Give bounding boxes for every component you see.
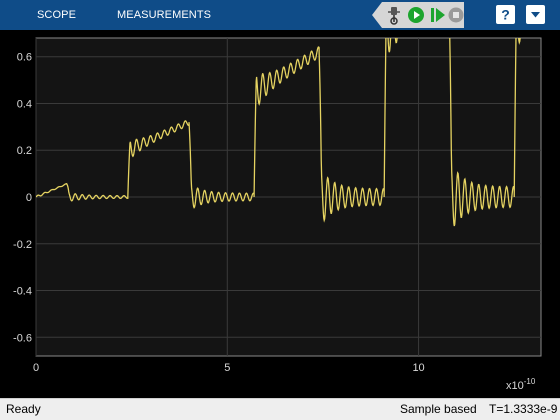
simulation-controls <box>382 2 464 28</box>
toolstrip: SCOPE MEASUREMENTS <box>0 0 560 30</box>
y-tick-label: 0.4 <box>17 98 32 110</box>
x-exponent-base: x10 <box>506 380 524 392</box>
x-tick-label: 0 <box>33 362 39 374</box>
signal-trace <box>36 38 521 227</box>
x-tick-label: 10 <box>412 362 424 374</box>
scope-display: 0.6 0.4 0.2 0 -0.2 -0.4 -0.6 0 5 10 x10-10 <box>0 30 560 398</box>
status-mode: Sample based <box>400 402 477 416</box>
help-icon[interactable]: ? <box>496 5 515 24</box>
scope-axes: 0.6 0.4 0.2 0 -0.2 -0.4 -0.6 0 5 10 x10-10 <box>13 37 542 392</box>
step-forward-icon[interactable] <box>428 4 448 26</box>
highlight-signal-icon[interactable] <box>384 4 404 26</box>
y-tick-label: 0.6 <box>17 52 32 64</box>
status-time: T=1.3333e-9 <box>489 402 558 416</box>
x-tick-labels: 0 5 10 <box>33 362 425 374</box>
status-bar: Ready Sample based T=1.3333e-9 <box>0 398 560 420</box>
y-tick-label: 0 <box>26 192 32 204</box>
run-icon[interactable] <box>406 4 426 26</box>
y-tick-label: 0.2 <box>17 145 32 157</box>
x-tick-label: 5 <box>224 362 230 374</box>
toolbar-panel-arrow <box>372 2 382 28</box>
stop-icon[interactable] <box>446 4 466 26</box>
y-tick-label: -0.6 <box>13 332 32 344</box>
y-tick-label: -0.2 <box>13 239 32 251</box>
options-menu-icon[interactable] <box>526 5 545 24</box>
tab-measurements[interactable]: MEASUREMENTS <box>117 9 212 21</box>
status-ready: Ready <box>6 402 41 416</box>
y-tick-labels: 0.6 0.4 0.2 0 -0.2 -0.4 -0.6 <box>13 52 32 345</box>
x-axis-exponent: x10-10 <box>506 377 536 392</box>
tab-scope[interactable]: SCOPE <box>37 9 77 21</box>
x-exponent-power: -10 <box>524 377 536 386</box>
y-tick-label: -0.4 <box>13 286 32 298</box>
svg-text:?: ? <box>501 7 510 23</box>
